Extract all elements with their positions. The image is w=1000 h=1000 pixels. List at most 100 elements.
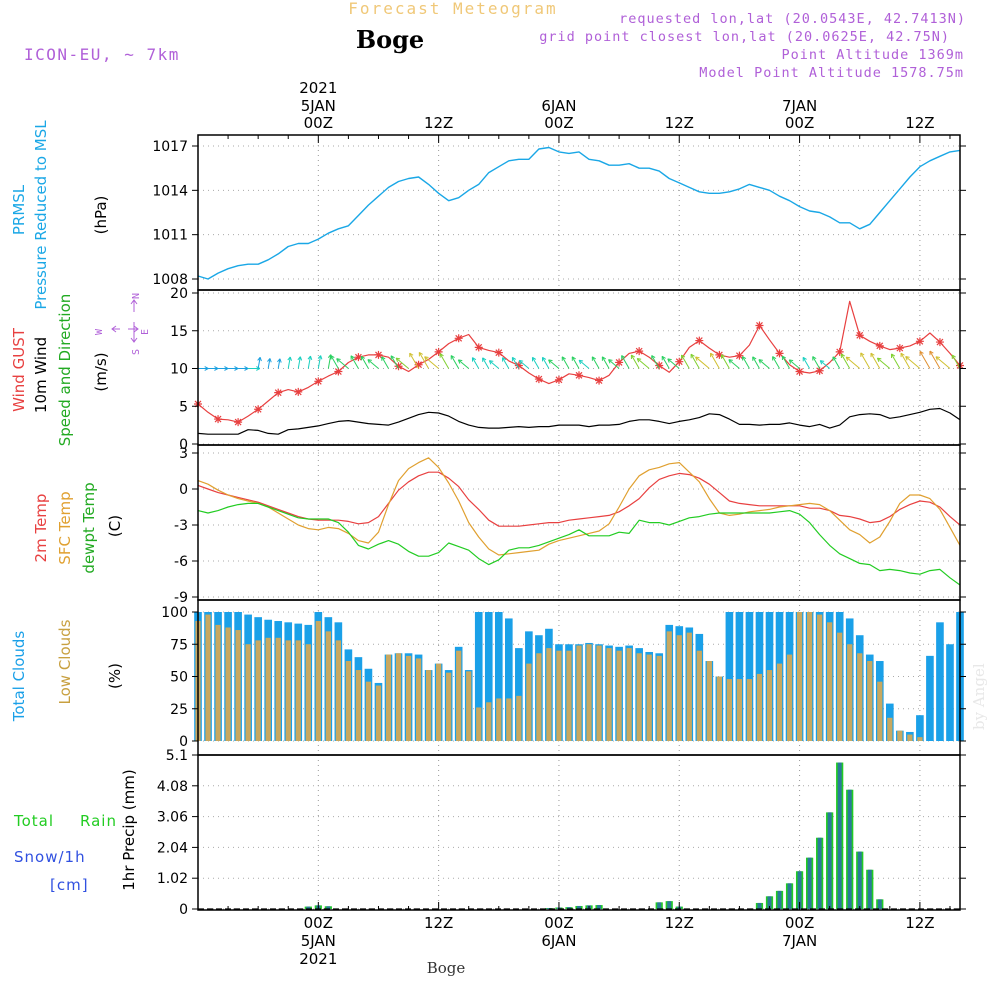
bottom-time-label-4-1: 7JAN (782, 932, 817, 950)
wind-arrow-head-1 (214, 366, 219, 371)
wind-arrow-head-59 (781, 355, 787, 361)
data-layer (194, 146, 964, 910)
wind-arrow-35 (542, 357, 550, 369)
cloud-low-bar-21 (405, 655, 412, 741)
wind-arrow-head-53 (720, 354, 726, 359)
ytick-label-precip-5: 5.1 (166, 748, 188, 764)
panel-frame-precip (197, 754, 961, 911)
compass-s: S (131, 349, 142, 355)
precip-total-bar-40 (597, 905, 602, 909)
wind-arrow-31 (502, 357, 510, 369)
wind-arrow-68 (870, 352, 881, 369)
wind-arrow-head-73 (919, 350, 924, 356)
cloud-low-bar-28 (476, 707, 482, 741)
ytick-label-wind-1: 5 (179, 399, 188, 415)
gust-marker-36 (554, 375, 563, 384)
gust-marker-28 (474, 343, 483, 352)
cloud-low-bar-45 (646, 654, 652, 741)
compass-arrows-icon (111, 299, 139, 343)
cloud-low-bar-24 (436, 663, 442, 741)
top-time-label-1-0: 12Z (424, 114, 453, 132)
wind-arrow-head-58 (772, 356, 777, 361)
wind-arrow-10 (297, 356, 301, 369)
ytick-label-pressure-2: 1014 (152, 183, 188, 199)
wind-arrow-72 (905, 356, 921, 369)
wind-arrow-head-25 (439, 353, 444, 358)
cloud-low-bar-53 (726, 679, 733, 741)
wind-arrow-75 (935, 356, 951, 369)
precip-total-bar-13 (326, 906, 331, 909)
wind-arrow-63 (819, 360, 830, 369)
wind-arrow-18 (367, 359, 379, 369)
wind-gust-label: Wind GUST (10, 327, 28, 412)
temp-sfc-line (197, 457, 961, 556)
wind-arrow-head-20 (390, 355, 395, 360)
clouds-low-label: Low Clouds (56, 619, 74, 704)
cloud-low-bar-12 (315, 621, 321, 741)
gust-marker-62 (815, 366, 824, 375)
ytick-label-precip-1: 1.02 (157, 871, 188, 887)
wind-arrow-73 (919, 351, 931, 369)
cloud-low-bar-59 (786, 654, 793, 741)
cloud-total-bar-28 (474, 612, 483, 741)
wind-arrow-head-71 (900, 352, 905, 358)
cloud-total-bar-74 (936, 622, 944, 741)
precip-total-bar-66 (857, 851, 862, 909)
cloud-low-bar-41 (606, 648, 612, 741)
wind-arrow-7 (267, 358, 271, 369)
panel-frame-pressure (197, 134, 961, 291)
wind-arrow-head-72 (905, 356, 910, 361)
ytick-label-precip-0: 0 (179, 902, 188, 918)
top-year-label: 2021 (299, 79, 337, 97)
wind-arrow-head-46 (651, 355, 656, 360)
wind-arrow-6 (257, 357, 261, 369)
wind-arrow-41 (601, 356, 610, 369)
panel-frame-wind (197, 289, 961, 446)
top-time-label-3-0: 12Z (665, 114, 694, 132)
wind-arrow-head-50 (690, 353, 695, 359)
ytick-label-wind-3: 15 (170, 324, 188, 340)
wind-arrow-head-17 (360, 355, 366, 361)
wind-arrow-43 (621, 355, 630, 369)
gust-marker-40 (595, 376, 604, 385)
wind-arrow-head-55 (742, 356, 747, 361)
cloud-low-bar-39 (586, 644, 592, 741)
ytick-label-pressure-0: 1008 (152, 272, 188, 288)
cloud-low-bar-23 (425, 670, 432, 741)
cloud-low-bar-9 (285, 640, 291, 741)
precip-cm-label: [cm] (50, 876, 89, 894)
meteogram-title: Forecast Meteogram (348, 0, 557, 18)
wind-arrow-head-29 (482, 357, 487, 362)
wind-arrow-head-26 (450, 355, 455, 360)
clouds-total-label: Total Clouds (10, 631, 28, 723)
wind-arrow-head-23 (418, 351, 423, 357)
wind-arrow-40 (591, 356, 600, 369)
bottom-time-label-0-0: 00Z (304, 914, 333, 932)
wind-arrow-13 (327, 354, 332, 369)
model-label: ICON-EU, ~ 7km (24, 45, 180, 64)
cloud-low-bar-10 (295, 640, 301, 741)
precip-total-bar-47 (667, 901, 672, 909)
cloud-low-bar-52 (716, 676, 722, 741)
precip-total-bar-60 (797, 871, 802, 909)
bottom-time-label-3-0: 12Z (665, 914, 694, 932)
gust-marker-8 (274, 388, 283, 397)
cloud-low-bar-62 (817, 614, 823, 741)
wind-arrow-head-15 (336, 358, 341, 363)
ytick-label-wind-0: 0 (179, 437, 188, 453)
wind-arrow-head-64 (832, 356, 837, 361)
precip-total-bar-38 (576, 905, 582, 909)
cloud-low-bar-57 (766, 670, 773, 741)
wind-arrow-16 (350, 355, 359, 369)
ytick-label-clouds-1: 25 (170, 702, 188, 718)
cloud-low-bar-47 (666, 631, 672, 741)
wind-compass: W E N S (94, 293, 151, 355)
wind-arrow-head-51 (695, 356, 700, 361)
wind-arrow-head-75 (935, 356, 940, 361)
top-time-label-4-0: 7JAN (782, 97, 817, 115)
cloud-low-bar-51 (706, 661, 712, 741)
gust-marker-6 (254, 405, 263, 414)
wind-arrow-66 (845, 356, 861, 369)
cloud-low-bar-50 (696, 650, 702, 741)
model-altitude: Model Point Altitude 1578.75m (699, 65, 964, 81)
